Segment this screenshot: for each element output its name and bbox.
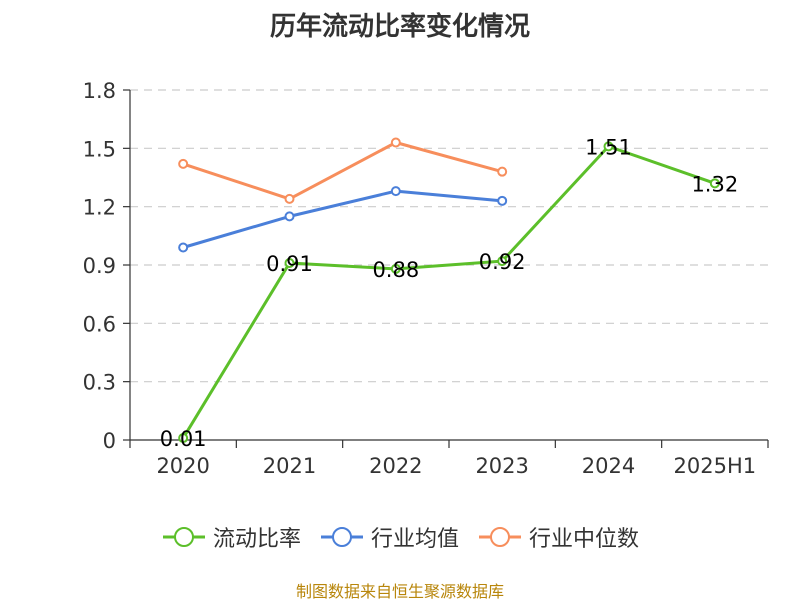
data-point — [497, 256, 508, 267]
x-tick-label: 2020 — [156, 454, 209, 478]
data-labels: 0.01 0.91 0.88 0.92 1.51 1.32 — [160, 135, 738, 451]
y-tick-label: 1.8 — [83, 79, 116, 103]
source-note: 制图数据来自恒生聚源数据库 — [295, 582, 504, 601]
legend: 流动比率 行业均值 行业中位数 — [0, 520, 800, 554]
y-tick-label: 0 — [103, 429, 116, 453]
y-tick-label: 0.6 — [83, 312, 116, 336]
y-tick-label: 0.9 — [83, 254, 116, 278]
data-point — [497, 166, 508, 177]
y-tick-label: 1.2 — [83, 196, 116, 220]
series-lines — [178, 137, 720, 444]
axes: 0 0.3 0.6 0.9 1.2 1.5 1.8 2020 2021 2022 2023 2024 2… — [83, 79, 769, 478]
legend-swatch — [320, 527, 363, 547]
y-tick-label: 1.5 — [83, 137, 116, 161]
y-tick-label: 0.3 — [83, 371, 116, 395]
legend-label: 行业中位数 — [529, 527, 640, 552]
data-point — [709, 178, 720, 189]
data-label: 1.51 — [585, 135, 632, 159]
data-label: 1.32 — [691, 172, 738, 196]
data-point — [390, 137, 401, 148]
legend-label: 行业均值 — [370, 527, 459, 552]
x-tick-label: 2025H1 — [674, 454, 757, 478]
x-tick-label: 2021 — [263, 454, 316, 478]
data-point — [178, 433, 189, 444]
data-point — [603, 141, 614, 152]
legend-label: 流动比率 — [212, 527, 301, 552]
series-line-1 — [182, 189, 503, 249]
x-tick-label: 2024 — [582, 454, 635, 478]
data-point — [390, 263, 401, 274]
data-point — [284, 193, 295, 204]
data-point — [284, 258, 295, 269]
data-point — [284, 211, 295, 222]
legend-item[interactable]: 流动比率 — [161, 521, 301, 553]
data-label: 0.91 — [266, 252, 313, 276]
data-point — [390, 186, 401, 197]
legend-swatch — [162, 527, 205, 547]
x-tick-label: 2022 — [369, 454, 422, 478]
data-label: 0.01 — [160, 427, 207, 451]
data-label: 0.92 — [479, 250, 526, 274]
legend-item[interactable]: 行业均值 — [319, 521, 459, 553]
x-tick-label: 2023 — [475, 454, 528, 478]
legend-item[interactable]: 行业中位数 — [477, 521, 639, 553]
series-line-2 — [182, 141, 503, 201]
legend-swatch — [479, 527, 521, 547]
data-point — [497, 195, 508, 206]
data-point — [178, 242, 189, 253]
data-point — [178, 158, 189, 169]
series-line-0 — [181, 144, 716, 439]
data-label: 0.88 — [372, 258, 419, 282]
chart-title: 历年流动比率变化情况 — [269, 12, 530, 42]
